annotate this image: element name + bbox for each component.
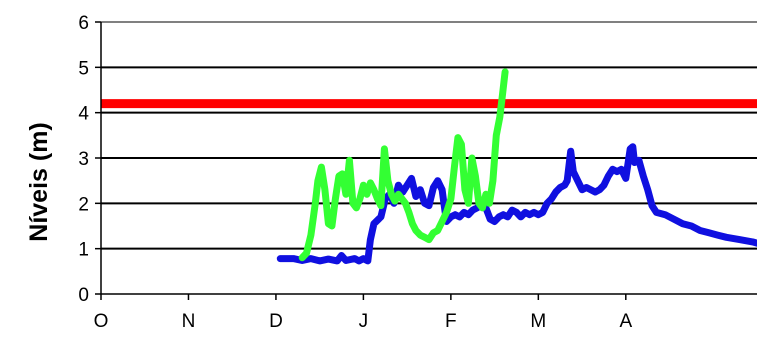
y-tick-label-1: 1 — [78, 240, 89, 261]
series-line-1 — [276, 143, 757, 265]
x-tick-label-A: A — [619, 311, 632, 332]
tick-labels: 0 1 2 3 4 5 6 O N D J F M A — [78, 13, 632, 332]
y-axis-title: Níveis (m) — [25, 122, 53, 241]
y-tick-label-3: 3 — [78, 149, 89, 170]
x-tick-label-O: O — [94, 311, 109, 332]
y-tick-label-5: 5 — [78, 58, 89, 79]
y-tick-label-4: 4 — [78, 104, 89, 125]
x-tick-label-F: F — [445, 311, 457, 332]
y-tick-label-0: 0 — [78, 285, 89, 306]
x-tick-label-D: D — [269, 311, 283, 332]
series-line-2 — [298, 68, 509, 262]
axes — [95, 21, 757, 300]
y-tick-label-2: 2 — [78, 194, 89, 215]
gridlines — [101, 21, 757, 250]
x-tick-label-M: M — [530, 311, 546, 332]
y-tick-label-6: 6 — [78, 13, 89, 34]
x-tick-label-N: N — [182, 311, 196, 332]
x-tick-label-J: J — [359, 311, 369, 332]
series-layer — [276, 68, 757, 265]
